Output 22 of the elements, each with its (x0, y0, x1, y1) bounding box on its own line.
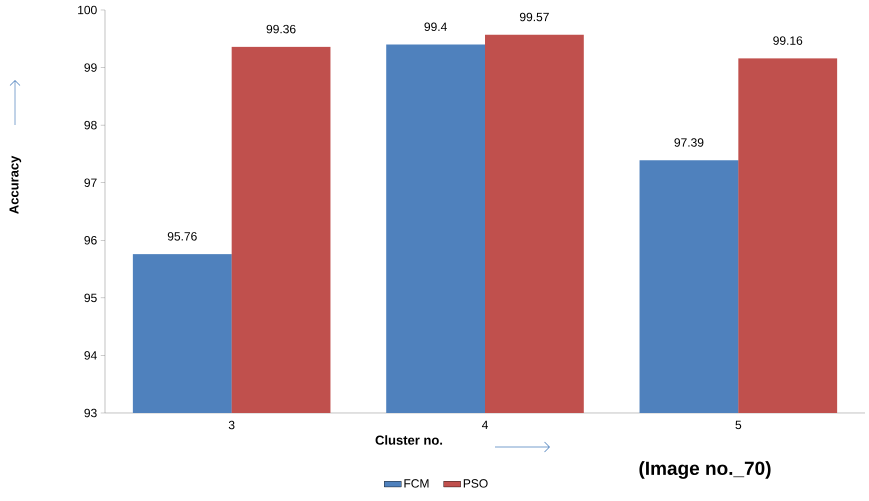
data-label: 99.57 (520, 12, 549, 22)
y-axis-title: Accuracy (10, 156, 22, 214)
y-tick-label: 96 (84, 236, 97, 245)
y-tick-label: 99 (84, 63, 97, 72)
text: (Image no._70) (639, 461, 771, 479)
y-tick-label: 97 (84, 178, 97, 187)
y-tick-label: 93 (84, 408, 97, 418)
legend-label: PSO (464, 479, 488, 488)
x-tick-label: 3 (228, 420, 234, 430)
data-label: 99.4 (424, 22, 447, 32)
data-label: 99.36 (266, 24, 296, 34)
data-label: 95.76 (168, 232, 197, 241)
data-label: 97.39 (674, 138, 704, 147)
legend-label: FCM (404, 479, 428, 488)
data-label: 99.16 (773, 36, 802, 45)
y-tick-label: 95 (84, 294, 97, 302)
y-tick-label: 100 (78, 6, 97, 14)
y-tick-label: 94 (84, 351, 97, 360)
x-axis-title: Cluster no. (376, 435, 442, 445)
x-tick-label: 4 (482, 420, 488, 430)
y-tick-label: 98 (84, 120, 97, 130)
x-tick-label: 5 (735, 420, 742, 430)
